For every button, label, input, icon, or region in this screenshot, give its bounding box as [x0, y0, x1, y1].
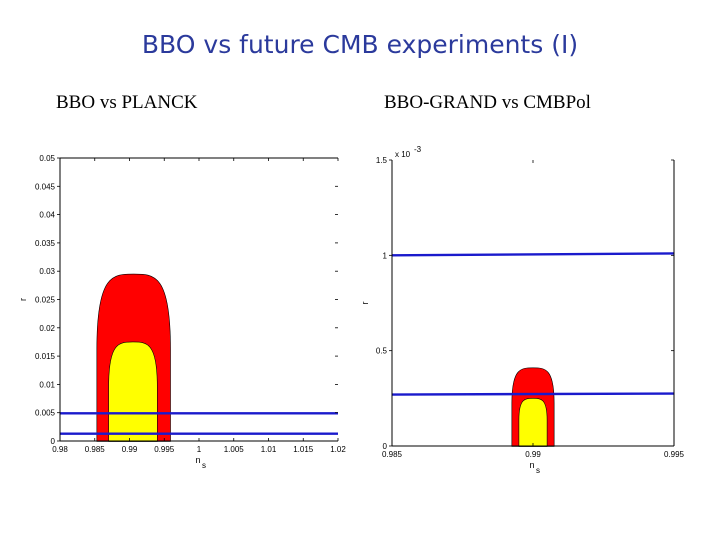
x-tick-label: 0.99 [122, 445, 138, 454]
x-tick-label: 1.01 [261, 445, 277, 454]
x-tick-label: 0.98 [52, 445, 68, 454]
y-tick-label: 0.01 [39, 380, 55, 389]
confidence-region-2 [518, 398, 548, 447]
slide-title: BBO vs future CMB experiments (I) [141, 30, 579, 59]
x-tick-label: 1 [197, 445, 202, 454]
x-axis-label: n [529, 460, 534, 470]
y-tick-label: 0 [383, 442, 388, 451]
x-tick-label: 1.02 [330, 445, 346, 454]
confidence-region-2 [108, 341, 158, 442]
x-tick-label: 1.015 [293, 445, 314, 454]
y-tick-label: 1.5 [376, 156, 388, 165]
x-axis-label: n [195, 455, 200, 465]
y-tick-label: 0.03 [39, 267, 55, 276]
right-panel-title: BBO-GRAND vs CMBPol [384, 92, 591, 113]
y-tick-label: 0.04 [39, 211, 55, 220]
left-panel-title: BBO vs PLANCK [56, 92, 198, 113]
y-tick-label: 0.045 [35, 182, 56, 191]
y-tick-label: 0.5 [376, 347, 388, 356]
y-tick-label: 0 [51, 437, 56, 446]
y-tick-label: 1 [383, 251, 388, 260]
y-multiplier-label: x 10 [395, 150, 411, 159]
y-multiplier-exponent: -3 [414, 145, 422, 154]
x-axis-label-subscript: s [202, 461, 206, 470]
y-tick-label: 0.05 [39, 154, 55, 163]
y-axis-label: r [360, 302, 370, 305]
x-tick-label: 1.005 [224, 445, 245, 454]
limit-line-2 [391, 392, 675, 396]
x-tick-label: 0.995 [154, 445, 175, 454]
y-tick-label: 0.025 [35, 296, 56, 305]
x-tick-label: 0.99 [525, 450, 541, 459]
y-tick-label: 0.035 [35, 239, 56, 248]
y-tick-label: 0.005 [35, 409, 56, 418]
x-axis-label-subscript: s [536, 466, 540, 475]
x-tick-label: 0.985 [85, 445, 106, 454]
x-tick-label: 0.985 [382, 450, 403, 459]
y-axis-label: r [18, 298, 28, 301]
y-tick-label: 0.015 [35, 352, 56, 361]
x-tick-label: 0.995 [664, 450, 685, 459]
y-tick-label: 0.02 [39, 324, 55, 333]
limit-line-1 [391, 252, 675, 257]
